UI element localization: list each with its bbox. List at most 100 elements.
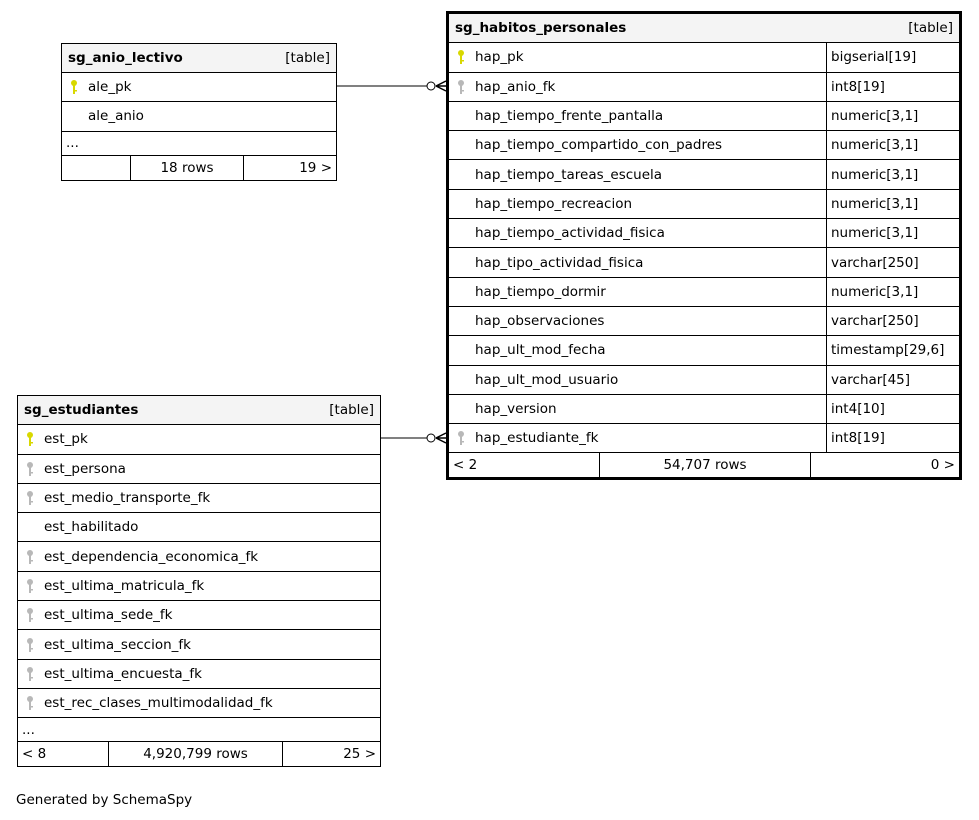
column-cell: est_dependencia_economica_fk <box>18 542 380 570</box>
children-count[interactable]: 19 > <box>299 159 332 176</box>
table-header[interactable]: sg_estudiantes [table] <box>18 396 380 426</box>
column-row[interactable]: est_rec_clases_multimodalidad_fk <box>18 689 380 719</box>
more-columns[interactable]: ... <box>62 132 336 156</box>
column-row[interactable]: hap_tiempo_tareas_escuela numeric[3,1] <box>449 160 959 190</box>
table-header[interactable]: sg_habitos_personales [table] <box>449 14 959 44</box>
column-type: int8[19] <box>826 72 959 101</box>
column-cell: est_ultima_matricula_fk <box>18 572 380 600</box>
column-type: varchar[45] <box>826 365 959 394</box>
table-footer: 18 rows 19 > <box>62 155 336 180</box>
foreign-key-icon <box>26 637 34 653</box>
column-row[interactable]: hap_tipo_actividad_fisica varchar[250] <box>449 248 959 278</box>
column-name: est_pk <box>44 431 88 448</box>
column-name: hap_tiempo_actividad_fisica <box>475 225 665 242</box>
column-cell: est_ultima_encuesta_fk <box>18 660 380 688</box>
column-cell: hap_tipo_actividad_fisica <box>449 248 826 276</box>
column-row[interactable]: hap_estudiante_fk int8[19] <box>449 424 959 454</box>
parents-count[interactable]: < 2 <box>453 457 478 474</box>
column-cell: est_ultima_sede_fk <box>18 601 380 629</box>
column-name: est_ultima_seccion_fk <box>44 636 191 653</box>
table-header[interactable]: sg_anio_lectivo [table] <box>62 44 336 74</box>
column-row[interactable]: hap_ult_mod_usuario varchar[45] <box>449 365 959 395</box>
column-name: ale_anio <box>88 108 144 125</box>
foreign-key-icon <box>26 490 34 506</box>
column-row[interactable]: hap_tiempo_dormir numeric[3,1] <box>449 277 959 307</box>
column-name: hap_version <box>475 401 557 417</box>
column-row[interactable]: hap_observaciones varchar[250] <box>449 306 959 337</box>
primary-key-icon <box>26 431 34 447</box>
table-type: [table] <box>285 50 330 67</box>
column-row[interactable]: hap_tiempo_actividad_fisica numeric[3,1] <box>449 219 959 249</box>
column-row[interactable]: hap_tiempo_frente_pantalla numeric[3,1] <box>449 101 959 132</box>
column-name: hap_tiempo_recreacion <box>475 195 633 212</box>
column-cell: est_ultima_seccion_fk <box>18 630 380 658</box>
column-name: hap_estudiante_fk <box>475 430 599 447</box>
column-cell: hap_tiempo_actividad_fisica <box>449 219 826 247</box>
children-count[interactable]: 25 > <box>343 746 376 763</box>
foreign-key-icon <box>26 578 34 594</box>
table-footer: < 8 4,920,799 rows 25 > <box>18 742 380 767</box>
column-row[interactable]: est_persona <box>18 455 380 484</box>
column-row[interactable]: est_dependencia_economica_fk <box>18 542 380 572</box>
column-row[interactable]: hap_ult_mod_fecha timestamp[29,6] <box>449 336 959 366</box>
column-type: bigserial[19] <box>826 43 959 72</box>
row-count: 4,920,799 rows <box>108 742 283 767</box>
column-cell: est_persona <box>18 455 380 483</box>
foreign-key-icon <box>26 461 34 477</box>
column-cell: est_pk <box>18 425 380 453</box>
column-row[interactable]: est_habilitado <box>18 513 380 543</box>
column-row[interactable]: ale_pk <box>62 73 336 103</box>
column-name: hap_tiempo_tareas_escuela <box>475 166 663 183</box>
column-name: est_habilitado <box>44 519 139 536</box>
parents-count[interactable]: < 8 <box>22 746 47 763</box>
relationship-estudiantes-habitos <box>381 432 447 444</box>
parents-count[interactable] <box>62 156 130 180</box>
column-cell: hap_estudiante_fk <box>449 424 826 452</box>
column-name: est_ultima_sede_fk <box>44 607 173 624</box>
column-row[interactable]: est_ultima_matricula_fk <box>18 572 380 602</box>
column-type: int8[19] <box>826 424 959 453</box>
column-cell: hap_tiempo_tareas_escuela <box>449 160 826 188</box>
column-cell: est_medio_transporte_fk <box>18 484 380 512</box>
column-row[interactable]: est_pk <box>18 425 380 455</box>
column-row[interactable]: ale_anio <box>62 102 336 132</box>
column-row[interactable]: est_ultima_seccion_fk <box>18 630 380 660</box>
column-row[interactable]: est_ultima_encuesta_fk <box>18 660 380 689</box>
column-type: numeric[3,1] <box>826 277 959 306</box>
column-row[interactable]: hap_pk bigserial[19] <box>449 43 959 73</box>
column-name: hap_tiempo_frente_pantalla <box>475 108 664 125</box>
column-type: varchar[250] <box>826 306 959 336</box>
more-columns[interactable]: ... <box>18 718 380 743</box>
foreign-key-icon <box>26 695 34 711</box>
column-cell: hap_pk <box>449 43 826 71</box>
table-sg-anio-lectivo[interactable]: sg_anio_lectivo [table] ale_pk ale_anio... 1… <box>61 43 337 181</box>
column-row[interactable]: est_medio_transporte_fk <box>18 484 380 514</box>
column-name: est_rec_clases_multimodalidad_fk <box>44 695 273 712</box>
row-count: 18 rows <box>130 155 244 180</box>
column-name: hap_ult_mod_fecha <box>475 342 606 359</box>
column-name: hap_tiempo_dormir <box>475 283 606 300</box>
column-type: numeric[3,1] <box>826 189 959 219</box>
column-row[interactable]: est_ultima_sede_fk <box>18 601 380 631</box>
column-row[interactable]: hap_tiempo_compartido_con_padres numeric[… <box>449 131 959 161</box>
column-type: numeric[3,1] <box>826 160 959 189</box>
table-name: sg_anio_lectivo <box>68 50 183 67</box>
column-cell: hap_tiempo_dormir <box>449 278 826 306</box>
column-cell: ale_pk <box>62 73 336 101</box>
column-name: hap_tipo_actividad_fisica <box>475 254 644 271</box>
table-name: sg_estudiantes <box>24 402 139 419</box>
column-name: est_ultima_encuesta_fk <box>44 665 202 682</box>
more-label: ... <box>66 135 79 152</box>
column-cell: hap_tiempo_compartido_con_padres <box>449 131 826 159</box>
foreign-key-icon <box>26 549 34 565</box>
column-row[interactable]: hap_tiempo_recreacion numeric[3,1] <box>449 189 959 220</box>
column-cell: hap_tiempo_recreacion <box>449 190 826 218</box>
column-cell: est_rec_clases_multimodalidad_fk <box>18 689 380 717</box>
table-sg-habitos-personales[interactable]: sg_habitos_personales [table] hap_pk bigser… <box>446 11 962 481</box>
column-row[interactable]: hap_anio_fk int8[19] <box>449 72 959 102</box>
column-name: est_medio_transporte_fk <box>44 490 211 507</box>
column-row[interactable]: hap_version int4[10] <box>449 394 959 425</box>
children-count[interactable]: 0 > <box>930 457 955 474</box>
column-cell: hap_tiempo_frente_pantalla <box>449 102 826 130</box>
